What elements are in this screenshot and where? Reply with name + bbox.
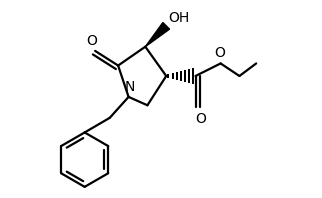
Polygon shape: [145, 22, 170, 47]
Text: O: O: [214, 46, 225, 60]
Text: OH: OH: [168, 11, 190, 25]
Text: O: O: [195, 111, 206, 126]
Text: N: N: [124, 80, 135, 94]
Text: O: O: [87, 34, 98, 48]
